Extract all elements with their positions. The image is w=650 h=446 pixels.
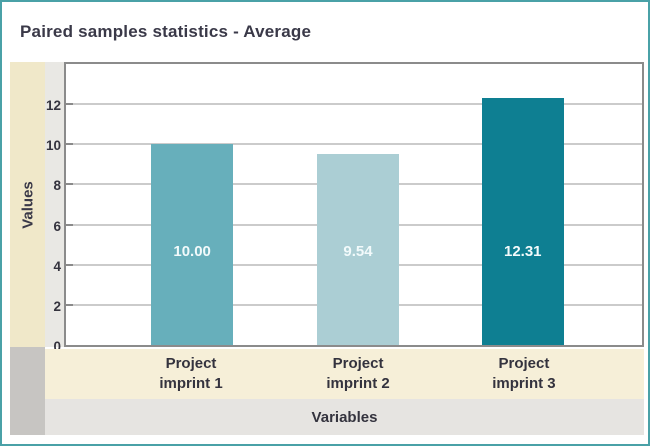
y-axis-tick-strip: 0 2 4 6 8 10 12 (45, 62, 64, 354)
x-axis-title: Variables (311, 408, 378, 426)
y-tick-mark (66, 263, 73, 266)
y-tick-label: 4 (53, 258, 61, 274)
chart-title: Paired samples statistics - Average (20, 22, 312, 41)
x-category-label: Project imprint 3 (492, 355, 556, 392)
y-tick-label: 6 (53, 218, 61, 234)
bar-value-label: 10.00 (173, 243, 211, 260)
bar (481, 97, 564, 345)
y-tick-mark (66, 143, 73, 146)
bar-value-label: 9.54 (343, 243, 373, 260)
y-tick-mark (66, 303, 73, 306)
y-tick-label: 12 (45, 98, 61, 114)
gridline (66, 103, 642, 106)
corner-box (10, 347, 45, 435)
gridline (66, 143, 642, 146)
y-tick-mark (66, 183, 73, 186)
x-category-label: Project imprint 2 (326, 355, 390, 392)
y-tick-label: 0 (53, 339, 61, 354)
x-category-strip: Project imprint 1 Project imprint 2 Projec… (45, 349, 644, 399)
plot-area: 10.00 9.54 12.31 (64, 62, 644, 347)
y-tick-mark (66, 103, 73, 106)
y-axis-title-strip: Values (10, 62, 45, 347)
x-category-label: Project imprint 1 (159, 355, 223, 392)
y-tick-label: 8 (53, 178, 61, 194)
x-category-track: Project imprint 1 Project imprint 2 Projec… (64, 349, 644, 399)
bar (317, 153, 400, 345)
bar (151, 144, 234, 345)
bar-value-label: 12.31 (503, 243, 542, 260)
x-axis-title-strip: Variables (45, 399, 644, 435)
y-tick-mark (66, 223, 73, 226)
y-tick-label: 2 (53, 298, 61, 314)
chart-area: Values 0 2 4 6 8 10 12 10.00 9.54 12.31 Project … (10, 62, 644, 435)
y-axis-title: Values (19, 180, 36, 229)
y-tick-label: 10 (45, 138, 61, 154)
